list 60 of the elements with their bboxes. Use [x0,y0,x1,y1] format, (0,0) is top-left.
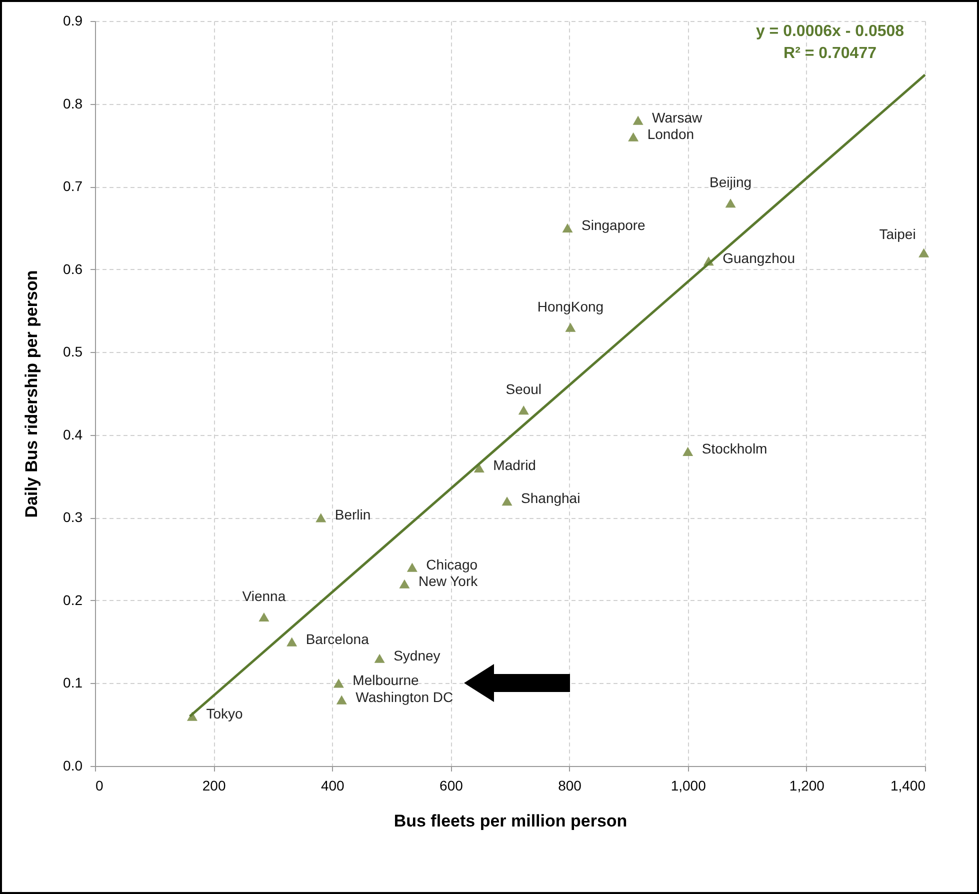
y-tick-label: 0.2 [63,592,83,608]
y-tick-label: 0.8 [63,95,83,112]
x-tick-label: 200 [202,778,226,794]
point [474,463,484,473]
x-tick-label: 1,400 [890,778,926,794]
point [918,248,930,258]
annotation: y = 0.0006x - 0.0508 [756,23,904,40]
annotation: Warsaw [652,109,703,126]
y-tick-label: 0.3 [63,509,83,526]
annotation: Taipei [879,226,916,242]
y-tick-label: 0.4 [63,426,83,442]
point [286,637,298,646]
annotation: Chicago [426,556,478,572]
point [725,198,736,208]
x-tick-label: 1,000 [670,778,706,794]
point [333,678,344,688]
annotation: Stockholm [702,440,768,456]
point [518,406,529,415]
annotation: Barcelona [306,630,370,647]
point [374,654,385,663]
annotation: Sydney [394,647,440,664]
y-axis-title: Daily Bus ridership per person [22,270,42,518]
annotation: Guangzhou [722,250,796,266]
annotation: Singapore [582,216,646,233]
x-axis-title: Bus fleets per million person [394,812,628,830]
annotation: New York [418,572,479,589]
x-tick-label: 400 [320,778,345,794]
annotation: R² = 0.70477 [784,45,877,62]
x-tick-label: 600 [440,778,464,794]
annotation: HongKong [537,298,604,314]
annotation: Beijing [710,174,752,190]
y-tick-label: 0.6 [63,260,83,277]
point [336,695,347,704]
y-tick-label: 0.5 [63,344,83,360]
point [258,612,270,622]
annotation: Madrid [493,457,536,473]
annotation: Seoul [506,381,542,398]
point [399,579,410,588]
point [632,116,644,125]
point [565,322,576,332]
annotation: London [647,126,694,142]
point [316,513,326,522]
annotation: Berlin [334,506,371,523]
y-tick-label: 0.9 [63,12,83,28]
annotation: Vienna [242,588,286,604]
annotation: Shanghai [521,490,580,506]
point [406,562,418,572]
y-tick-label: 0.1 [63,674,83,691]
point [502,496,512,506]
annotation: Washington DC [356,688,454,705]
point [562,223,573,232]
annotation: Melbourne [352,672,420,688]
y-tick-label: 0.7 [63,178,83,194]
x-tick-label: 800 [558,778,582,794]
x-tick-label: 1,200 [789,778,825,794]
point [682,446,694,456]
annotation: Tokyo [206,705,244,722]
point [628,132,639,142]
x-tick-label: 0 [96,778,104,794]
y-tick-label: 0.0 [63,758,83,774]
